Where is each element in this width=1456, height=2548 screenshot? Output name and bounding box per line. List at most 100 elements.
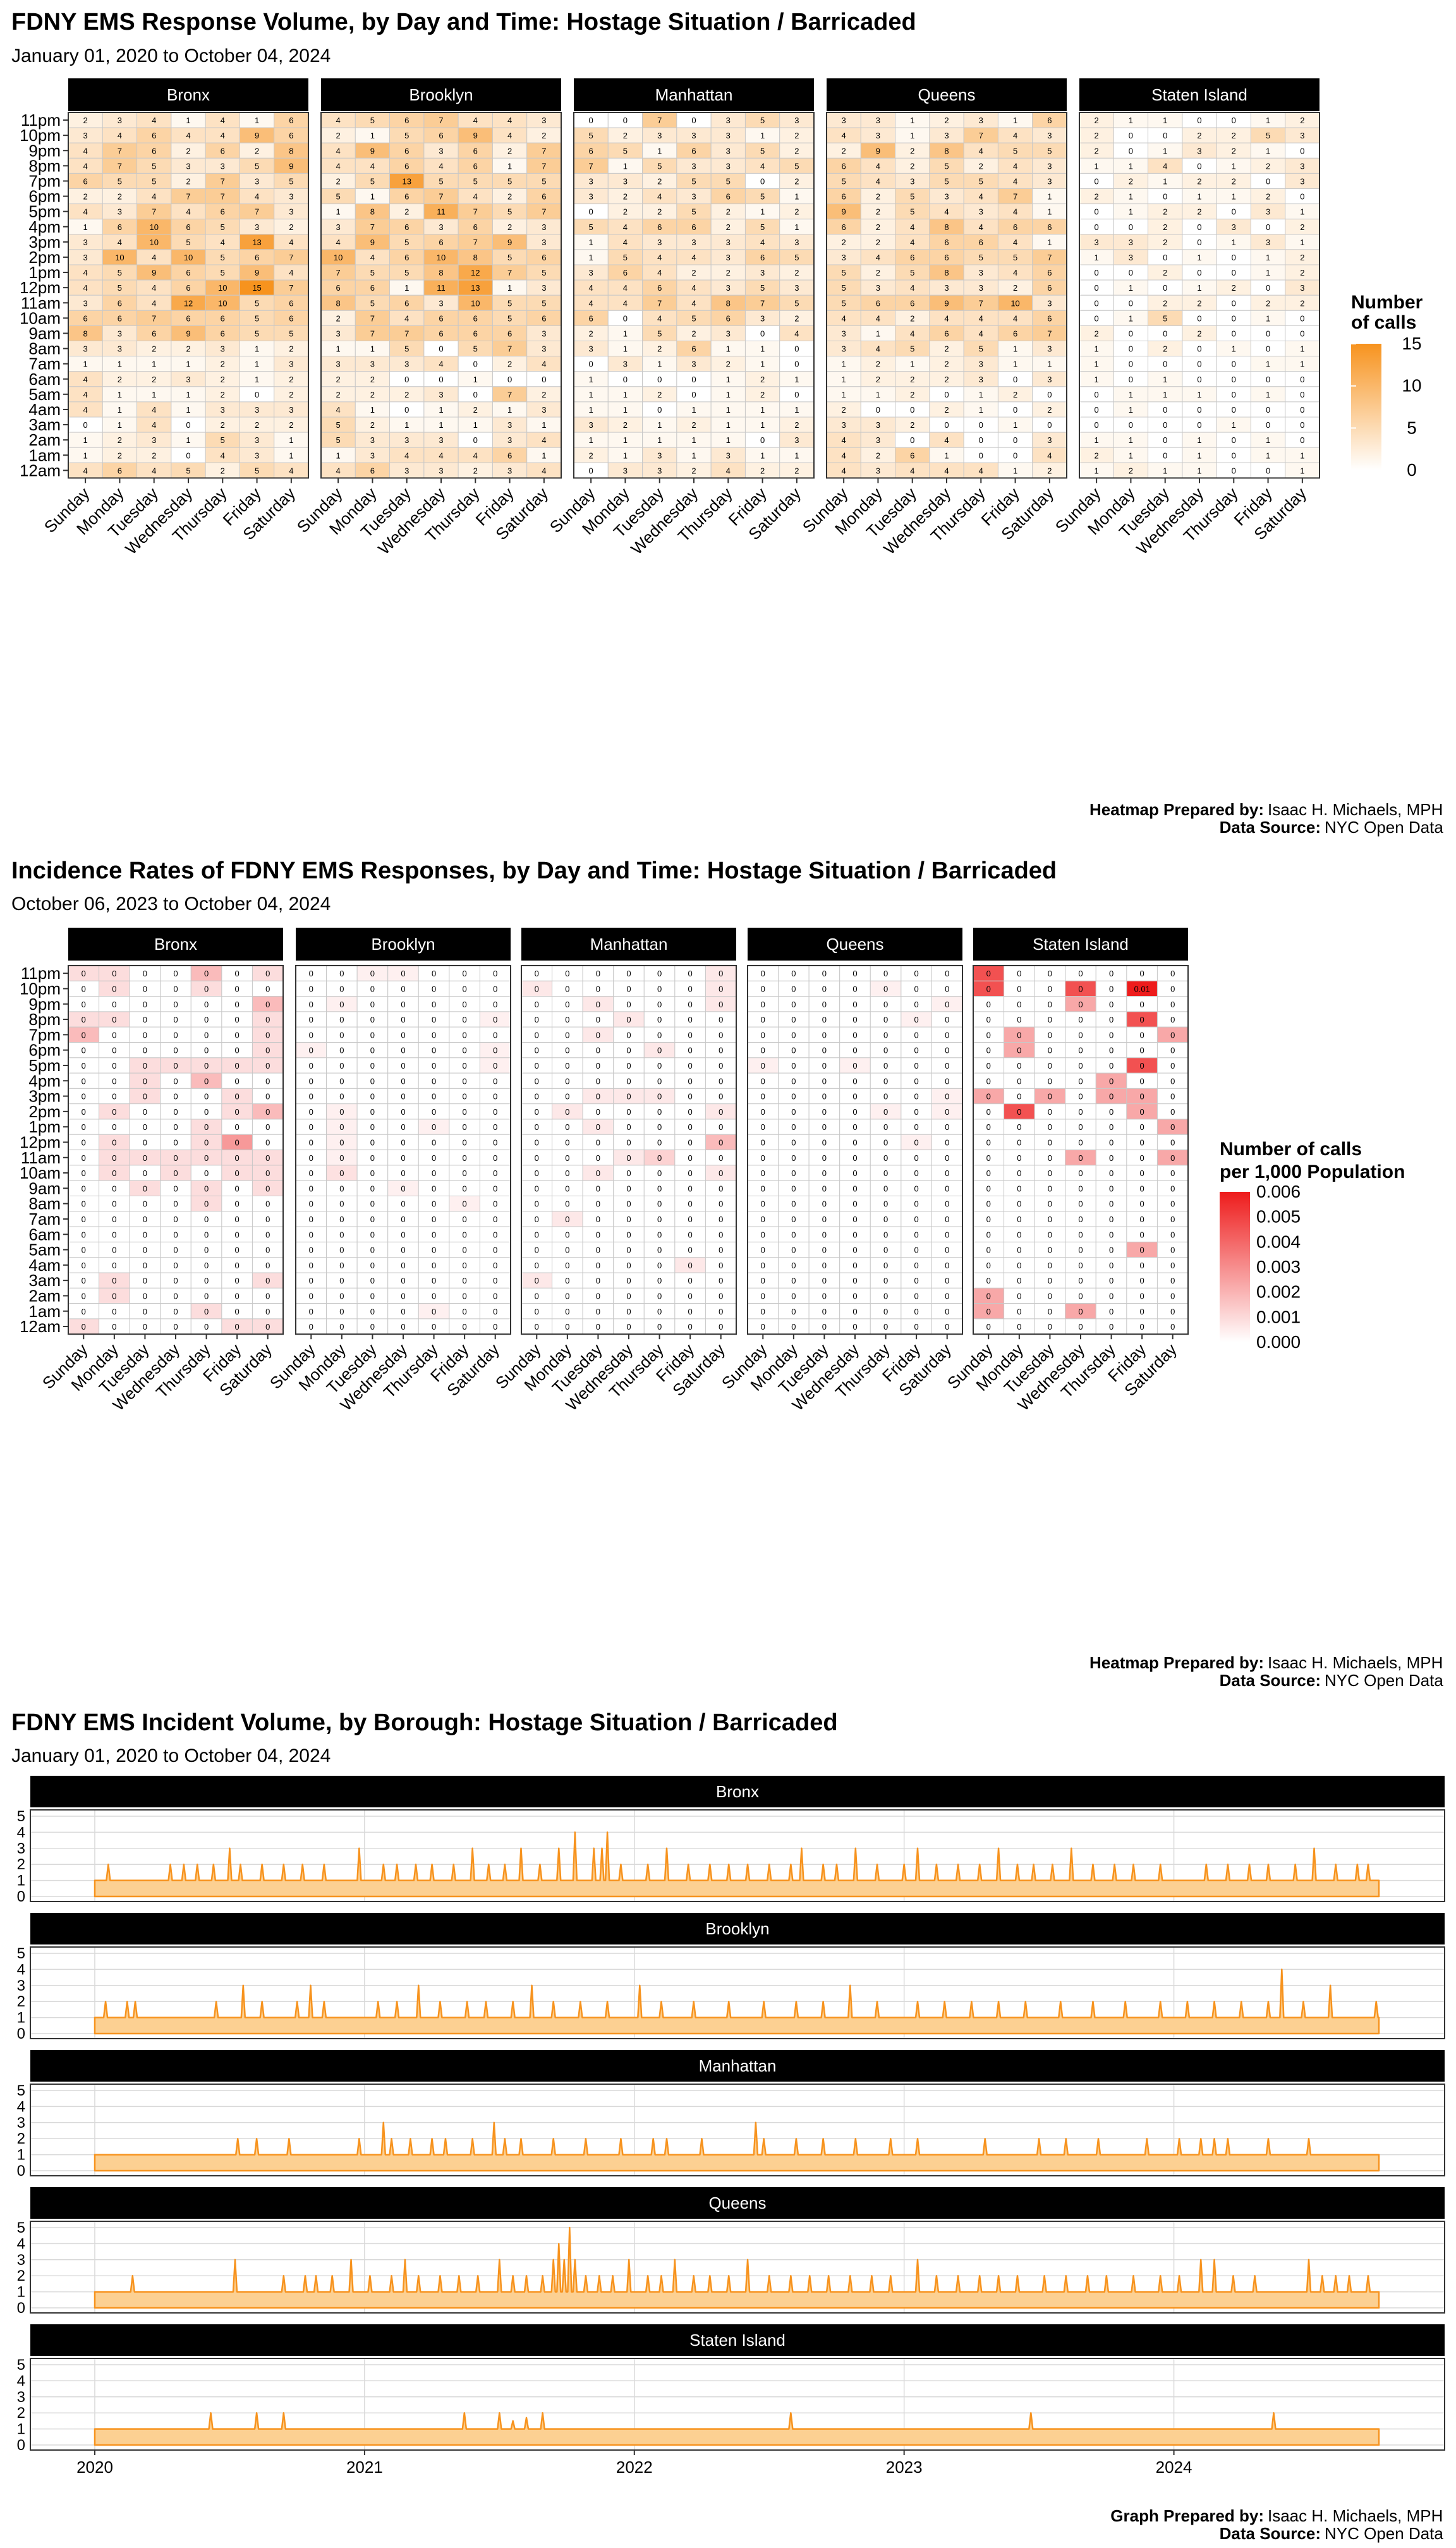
cell-label: 0: [719, 1000, 723, 1009]
cell-label: 3: [842, 116, 846, 125]
cell-label: 0: [688, 1122, 693, 1132]
cell-label: 0: [1109, 1015, 1113, 1024]
heatmap-cell: [492, 173, 528, 189]
cell-label: 0: [914, 1276, 919, 1285]
cell-label: 3: [542, 344, 546, 354]
cell-label: 0: [589, 466, 593, 475]
cell-label: 2: [473, 405, 478, 415]
cell-label: 0: [143, 1199, 147, 1209]
cell-label: 3: [1266, 207, 1270, 217]
cell-label: 0: [112, 1199, 116, 1209]
cell-label: 1: [657, 435, 662, 445]
cell-label: 0: [719, 1215, 723, 1224]
cell-label: 3: [83, 238, 88, 247]
cell-label: 0: [986, 1030, 991, 1040]
cell-label: 0: [1170, 1061, 1175, 1071]
cell-label: 0: [657, 1199, 662, 1209]
cell-label: 1: [186, 435, 190, 445]
cell-label: 1: [1163, 390, 1167, 399]
cell-label: 3: [842, 344, 846, 354]
cell-label: 0: [432, 1246, 436, 1255]
heatmap-cell: [423, 188, 459, 205]
cell-label: 1: [370, 405, 375, 415]
cell-label: 1: [1163, 116, 1167, 125]
cell-label: 0: [339, 1076, 344, 1086]
cell-label: 0: [979, 420, 983, 430]
heatmap-cell: [355, 371, 391, 387]
heatmap-cell: [320, 142, 356, 159]
cell-label: 0: [1197, 420, 1201, 430]
cell-label: 0: [432, 1261, 436, 1270]
cell-label: 4: [876, 176, 880, 186]
cell-label: 0: [1140, 1030, 1144, 1040]
cell-label: 1: [842, 390, 846, 399]
cell-label: 3: [336, 222, 341, 232]
cell-label: 3: [83, 344, 88, 354]
cell-label: 3: [439, 298, 443, 308]
cell-label: 0: [623, 313, 628, 323]
cell-label: 0: [370, 1199, 375, 1209]
cell-label: 0: [309, 1015, 313, 1024]
heatmap-cell: [171, 341, 206, 357]
cell-label: 5: [507, 298, 512, 308]
cell-label: 6: [589, 313, 593, 323]
cell-label: 0: [1017, 1291, 1021, 1301]
cell-label: 5: [910, 207, 914, 217]
cell-label: 0: [370, 1168, 375, 1178]
cell-label: 1: [760, 360, 765, 369]
cell-label: 0: [173, 1015, 178, 1024]
cell-label: 0: [432, 969, 436, 978]
cell-label: 0: [370, 1322, 375, 1332]
x-tick-label: 2023: [886, 2458, 923, 2477]
cell-label: 0: [432, 1015, 436, 1024]
heatmap-cell: [355, 432, 391, 448]
cell-label: 0: [82, 969, 86, 978]
cell-label: 0: [1170, 1092, 1175, 1101]
cell-label: 0: [493, 1199, 497, 1209]
cell-label: 0: [883, 1199, 888, 1209]
cell-label: 3: [623, 176, 628, 186]
heatmap-cell: [239, 341, 275, 357]
cell-label: 0: [945, 1230, 949, 1239]
cell-label: 0: [143, 1061, 147, 1071]
heatmap-cell: [779, 325, 815, 342]
cell-label: 0: [883, 1153, 888, 1163]
cell-label: 0: [626, 1092, 631, 1101]
cell-label: 3: [842, 329, 846, 338]
cell-label: 0: [493, 1015, 497, 1024]
cell-label: 2: [794, 207, 799, 217]
cell-label: 3: [118, 344, 122, 354]
heatmap-cell: [136, 294, 172, 311]
cell-label: 0: [143, 1276, 147, 1285]
cell-label: 2: [794, 176, 799, 186]
cell-label: 2: [1095, 192, 1099, 202]
cell-label: 4: [1013, 207, 1017, 217]
cell-label: 7: [186, 192, 190, 202]
cell-label: 0: [596, 1168, 600, 1178]
heatmap-cell: [458, 432, 493, 448]
heatmap-cell: [963, 142, 998, 159]
cell-label: 5: [255, 298, 259, 308]
y-tick-label: 0: [17, 1888, 25, 1905]
cell-label: 5: [1013, 253, 1017, 262]
cell-label: 0: [1017, 1230, 1021, 1239]
cell-label: 4: [439, 360, 443, 369]
heatmap-cell: [826, 142, 861, 159]
cell-label: 0: [945, 1246, 949, 1255]
cell-label: 0: [112, 1307, 116, 1316]
cell-label: 0: [589, 116, 593, 125]
cell-label: 0: [112, 1153, 116, 1163]
cell-label: 4: [152, 192, 156, 202]
cell-label: 4: [152, 283, 156, 293]
cell-label: 0: [1140, 1015, 1144, 1024]
heatmap-cell: [492, 294, 528, 311]
cell-label: 6: [842, 192, 846, 202]
cell-label: 0: [986, 1184, 991, 1193]
cell-label: 5: [336, 435, 341, 445]
cell-label: 0: [82, 1076, 86, 1086]
heatmap-cell: [895, 325, 930, 342]
heatmap-cell: [458, 188, 493, 205]
cell-label: 0: [760, 329, 765, 338]
cell-label: 1: [336, 207, 341, 217]
cell-label: 7: [152, 313, 156, 323]
